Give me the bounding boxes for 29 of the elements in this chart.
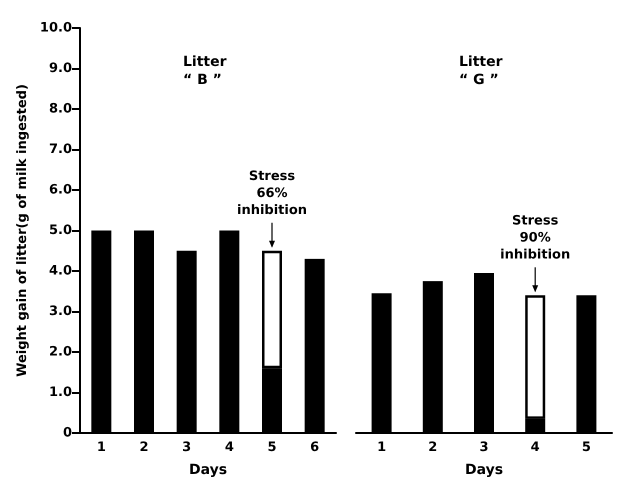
x-tick-label: 4: [530, 440, 540, 455]
y-tick-label: 3.0: [48, 304, 72, 319]
y-tick-label: 7.0: [48, 142, 72, 157]
y-tick-label: 8.0: [48, 102, 72, 116]
y-tick-label: 0: [62, 426, 72, 440]
y-tick-label: 2.0: [48, 344, 72, 360]
y-tick-label: 9.0: [48, 61, 72, 76]
y-tick-label: 6.0: [48, 182, 72, 198]
x-tick-label: 3: [182, 440, 192, 455]
x-tick-label: 1: [96, 440, 106, 455]
y-tick-label: 10.0: [40, 20, 72, 36]
x-tick-label: 6: [310, 440, 320, 455]
x-tick-label: 5: [267, 440, 277, 455]
annotation: Stress 90% inhibition: [500, 213, 570, 262]
x-axis-title: Days: [188, 462, 228, 478]
text: Litter “ B ”: [183, 54, 227, 88]
annotation: Stress 66% inhibition: [236, 168, 308, 218]
x-tick-label: 2: [139, 440, 149, 455]
x-tick-label: 1: [377, 440, 386, 455]
y-tick-label: 1.0: [48, 385, 72, 400]
x-tick-label: 2: [428, 440, 438, 455]
y-tick-label: 4.0: [48, 264, 72, 278]
x-axis-title: Days: [464, 462, 504, 478]
x-tick-label: 3: [479, 440, 489, 455]
text: Litter “ G ”: [459, 54, 503, 88]
y-tick-label: 5.0: [48, 223, 72, 238]
x-tick-label: 5: [582, 440, 591, 455]
y-axis-title: Weight gain of litter(g of milk ingested): [15, 84, 30, 377]
x-tick-label: 4: [224, 440, 234, 455]
